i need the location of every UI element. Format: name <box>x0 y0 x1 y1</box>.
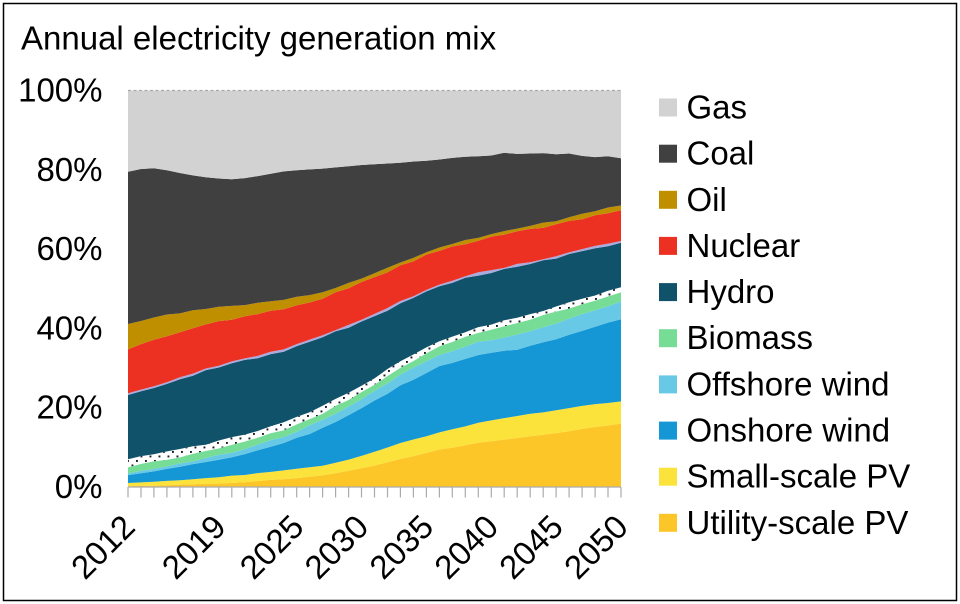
svg-text:0%: 0% <box>55 468 103 505</box>
svg-text:Utility-scale PV: Utility-scale PV <box>687 504 909 541</box>
svg-text:Oil: Oil <box>687 181 727 218</box>
svg-text:Small-scale PV: Small-scale PV <box>687 458 911 495</box>
svg-text:Onshore wind: Onshore wind <box>687 412 891 449</box>
svg-text:Coal: Coal <box>687 135 755 172</box>
svg-text:Hydro: Hydro <box>687 273 775 310</box>
svg-text:Gas: Gas <box>687 89 748 126</box>
svg-text:100%: 100% <box>18 72 102 109</box>
svg-text:80%: 80% <box>36 151 102 188</box>
svg-text:Offshore wind: Offshore wind <box>687 365 890 402</box>
svg-text:Annual electricity generation: Annual electricity generation mix <box>21 20 497 57</box>
svg-text:Nuclear: Nuclear <box>687 227 801 264</box>
svg-text:Biomass: Biomass <box>687 319 814 356</box>
svg-text:40%: 40% <box>36 309 102 346</box>
svg-text:20%: 20% <box>36 389 102 426</box>
svg-text:60%: 60% <box>36 230 102 267</box>
